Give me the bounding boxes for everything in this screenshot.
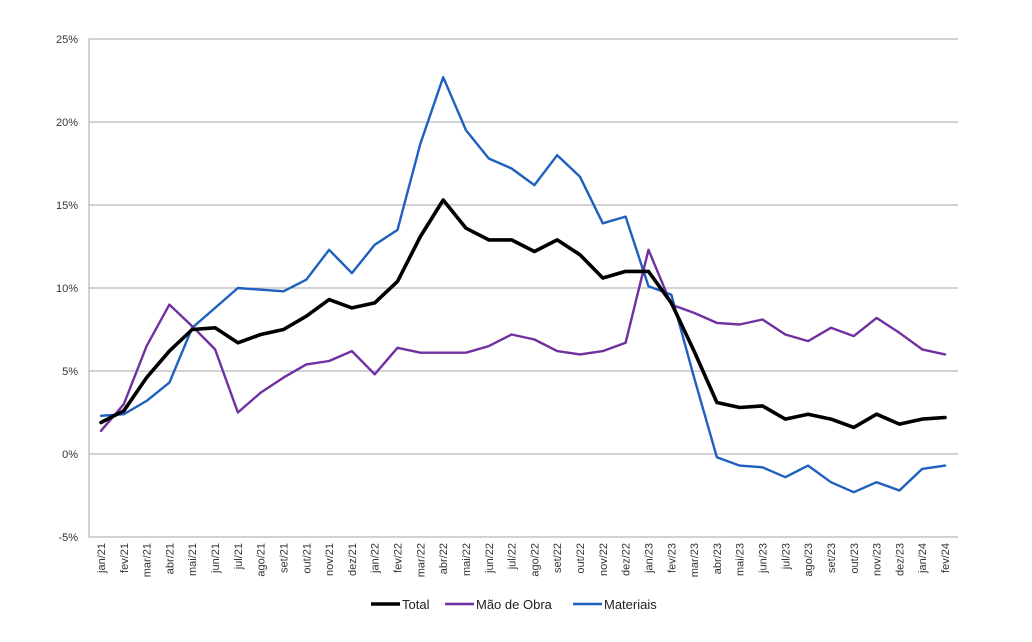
x-tick-label: abr/21 <box>164 543 176 574</box>
x-tick-label: jan/24 <box>917 543 929 574</box>
x-tick-label: nov/21 <box>324 543 336 576</box>
x-tick-label: jun/23 <box>758 543 770 574</box>
x-tick-label: dez/22 <box>621 543 633 576</box>
x-tick-label: mai/21 <box>187 543 199 576</box>
y-tick-label: 25% <box>56 34 78 46</box>
x-axis-ticks: jan/21 fev/21 mar/21 abr/21 mai/21 jun/21 jul/… <box>96 543 952 577</box>
y-tick-label: 5% <box>62 366 78 378</box>
x-tick-label: out/21 <box>301 543 313 574</box>
legend-label: Materiais <box>604 597 657 612</box>
x-tick-label: abr/23 <box>712 543 724 574</box>
x-tick-label: mai/23 <box>735 543 747 576</box>
x-tick-label: jan/22 <box>370 543 382 574</box>
x-tick-label: ago/21 <box>256 543 268 577</box>
x-tick-label: mar/22 <box>415 543 427 577</box>
x-tick-label: dez/21 <box>347 543 359 576</box>
x-tick-label: mai/22 <box>461 543 473 576</box>
y-tick-label: 15% <box>56 200 78 212</box>
x-tick-label: jul/23 <box>780 543 792 570</box>
series-line-materiais <box>99 75 947 494</box>
x-tick-label: jun/21 <box>210 543 222 574</box>
x-tick-label: dez/23 <box>894 543 906 576</box>
x-tick-label: jan/21 <box>96 543 108 574</box>
y-tick-label: 0% <box>62 449 78 461</box>
x-tick-label: nov/23 <box>872 543 884 576</box>
x-tick-label: jul/22 <box>507 543 519 570</box>
x-tick-label: set/22 <box>552 543 564 573</box>
x-tick-label: set/23 <box>826 543 838 573</box>
x-tick-label: jan/23 <box>643 543 655 574</box>
series-lines <box>99 75 947 494</box>
x-tick-label: fev/24 <box>940 543 952 573</box>
x-tick-label: set/21 <box>278 543 290 573</box>
x-tick-label: mar/21 <box>142 543 154 577</box>
series-line-total <box>99 198 947 430</box>
y-tick-label: 10% <box>56 283 78 295</box>
x-tick-label: out/23 <box>849 543 861 574</box>
legend: Total Mão de Obra Materiais <box>371 597 657 612</box>
legend-label: Mão de Obra <box>476 597 553 612</box>
x-tick-label: ago/22 <box>529 543 541 577</box>
x-tick-label: fev/22 <box>393 543 405 573</box>
y-tick-label: -5% <box>58 532 78 544</box>
x-tick-label: jul/21 <box>233 543 245 570</box>
x-tick-label: fev/21 <box>119 543 131 573</box>
legend-label: Total <box>402 597 430 612</box>
x-tick-label: nov/22 <box>598 543 610 576</box>
x-tick-label: abr/22 <box>438 543 450 574</box>
x-tick-label: mar/23 <box>689 543 701 577</box>
x-tick-label: fev/23 <box>666 543 678 573</box>
x-tick-label: out/22 <box>575 543 587 574</box>
series-line-m-o-de-obra <box>99 248 947 432</box>
y-tick-label: 20% <box>56 117 78 129</box>
y-axis-ticks: -5% 0% 5% 10% 15% 20% 25% <box>56 34 78 544</box>
gridlines <box>88 38 958 538</box>
x-tick-label: ago/23 <box>803 543 815 577</box>
x-tick-label: jun/22 <box>484 543 496 574</box>
